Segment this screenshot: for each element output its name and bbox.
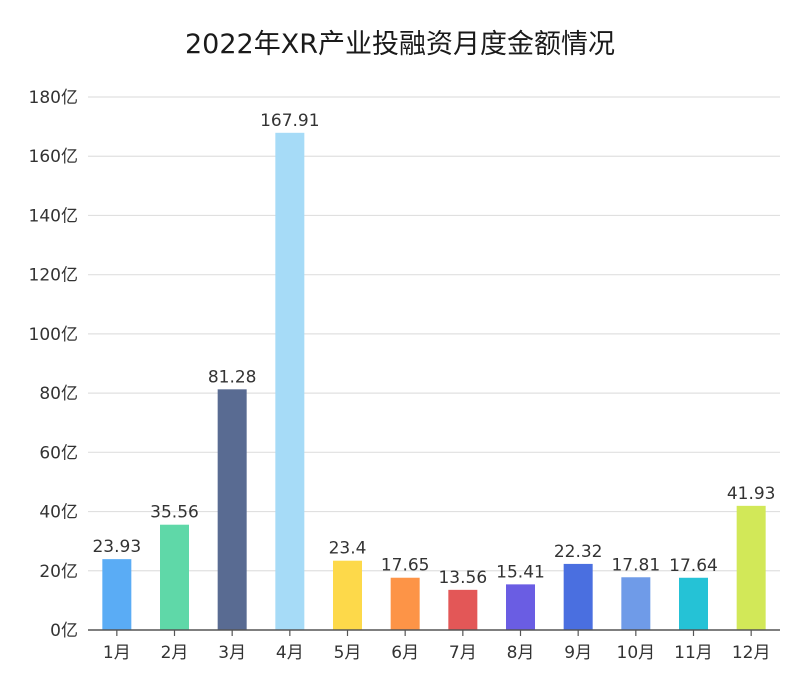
bar — [563, 563, 593, 630]
x-tick-label: 3月 — [218, 643, 246, 663]
y-tick-label: 180亿 — [29, 88, 78, 108]
y-tick-label: 120亿 — [29, 266, 78, 286]
x-axis-ticks: 1月 2月 3月 4月 5月 6月 7月 8月 9月 10月 11月 12月 — [103, 630, 771, 663]
y-tick-label: 0亿 — [50, 621, 78, 641]
bar — [390, 577, 420, 630]
value-label: 23.4 — [329, 539, 367, 559]
bar — [217, 389, 247, 630]
value-label: 15.41 — [496, 562, 545, 582]
y-tick-label: 60亿 — [39, 443, 78, 463]
value-label: 22.32 — [554, 542, 603, 562]
value-label: 17.65 — [381, 556, 430, 576]
value-label: 35.56 — [150, 503, 199, 523]
x-tick-label: 12月 — [732, 643, 771, 663]
x-tick-label: 4月 — [276, 643, 304, 663]
value-labels: 23.93 35.56 81.28 167.91 23.4 17.65 13.56 15.41… — [92, 111, 775, 588]
value-label: 23.93 — [92, 537, 141, 557]
value-label: 41.93 — [727, 484, 776, 504]
x-tick-label: 7月 — [449, 643, 477, 663]
bar — [506, 584, 535, 630]
bar — [448, 589, 478, 630]
x-tick-label: 5月 — [334, 643, 362, 663]
x-tick-label: 8月 — [507, 643, 535, 663]
bar — [679, 577, 708, 630]
value-label: 81.28 — [208, 367, 257, 387]
y-tick-label: 140亿 — [29, 206, 78, 226]
bar — [102, 559, 132, 630]
x-tick-label: 6月 — [391, 643, 419, 663]
bar — [275, 132, 305, 630]
y-tick-label: 40亿 — [39, 503, 78, 523]
x-tick-label: 9月 — [564, 643, 592, 663]
value-label: 17.64 — [669, 556, 718, 576]
x-tick-label: 2月 — [161, 643, 189, 663]
value-label: 167.91 — [260, 111, 319, 131]
y-tick-label: 160亿 — [29, 147, 78, 167]
x-tick-label: 1月 — [103, 643, 131, 663]
y-tick-label: 100亿 — [29, 325, 78, 345]
value-label: 17.81 — [611, 555, 660, 575]
gridlines — [88, 96, 780, 572]
x-tick-label: 11月 — [674, 643, 713, 663]
bar — [621, 577, 651, 630]
bar — [160, 524, 189, 630]
y-tick-label: 20亿 — [39, 562, 78, 582]
y-axis-tick-labels: 0亿 20亿 40亿 60亿 80亿 100亿 120亿 140亿 160亿 180亿 — [29, 88, 78, 641]
chart-title: 2022年XR产业投融资月度金额情况 — [185, 29, 615, 60]
bar — [736, 505, 766, 630]
y-tick-label: 80亿 — [39, 384, 78, 404]
x-tick-label: 10月 — [617, 643, 656, 663]
bars — [102, 132, 766, 630]
bar — [333, 560, 362, 630]
value-label: 13.56 — [438, 568, 487, 588]
